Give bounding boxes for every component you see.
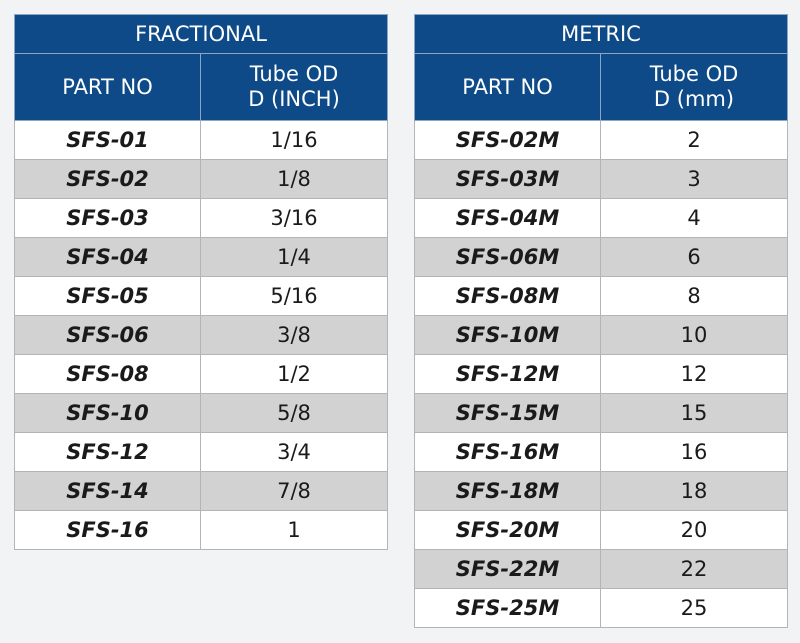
part-number: SFS-16M — [414, 432, 601, 472]
table-row: SFS-10 5/8 — [14, 393, 388, 433]
tube-od: 4 — [599, 198, 789, 238]
table-row: SFS-08M 8 — [414, 276, 789, 316]
table-row: SFS-04M 4 — [414, 198, 789, 238]
table-row: SFS-14 7/8 — [14, 471, 388, 511]
table-row: SFS-05 5/16 — [14, 276, 388, 316]
part-number: SFS-12M — [414, 354, 601, 394]
part-number: SFS-01 — [14, 120, 201, 160]
part-number: SFS-02 — [14, 159, 201, 199]
tube-od: 3/4 — [200, 432, 388, 472]
tube-od: 1 — [200, 510, 388, 550]
table-row: SFS-03M 3 — [414, 159, 789, 199]
part-number: SFS-10 — [14, 393, 201, 433]
part-number: SFS-14 — [14, 471, 201, 511]
table-row: SFS-22M 22 — [414, 549, 789, 589]
tube-od: 3/16 — [200, 198, 388, 238]
fractional-table: FRACTIONAL PART NO Tube OD D (INCH) SFS-0… — [14, 14, 388, 550]
table-row: SFS-16 1 — [14, 510, 388, 550]
part-number: SFS-20M — [414, 510, 601, 550]
table-row: SFS-15M 15 — [414, 393, 789, 433]
part-number: SFS-10M — [414, 315, 601, 355]
part-number: SFS-25M — [414, 588, 601, 628]
part-number: SFS-16 — [14, 510, 201, 550]
tube-od: 22 — [599, 549, 789, 589]
header-tube-od: Tube OD D (INCH) — [200, 53, 388, 121]
metric-table: METRIC PART NO Tube OD D (mm) SFS-02M 2 SFS… — [413, 14, 789, 628]
header-tube-od-line1: Tube OD — [249, 62, 339, 86]
part-number: SFS-22M — [414, 549, 601, 589]
part-number: SFS-06 — [14, 315, 201, 355]
tube-od: 15 — [599, 393, 789, 433]
tube-od: 1/4 — [200, 237, 388, 277]
table-title: FRACTIONAL — [14, 14, 388, 54]
table-row: SFS-08 1/2 — [14, 354, 388, 394]
part-number: SFS-04M — [414, 198, 601, 238]
table-row: SFS-12 3/4 — [14, 432, 388, 472]
tube-od: 12 — [599, 354, 789, 394]
tube-od: 16 — [599, 432, 789, 472]
tube-od: 6 — [599, 237, 789, 277]
tube-od: 1/2 — [200, 354, 388, 394]
table-row: SFS-16M 16 — [414, 432, 789, 472]
table-row: SFS-20M 20 — [414, 510, 789, 550]
table-row: SFS-02M 2 — [414, 120, 789, 160]
part-number: SFS-03M — [414, 159, 601, 199]
part-number: SFS-12 — [14, 432, 201, 472]
part-number: SFS-08 — [14, 354, 201, 394]
table-title: METRIC — [413, 14, 789, 54]
tube-od: 5/16 — [200, 276, 388, 316]
tube-od: 1/16 — [200, 120, 388, 160]
table-row: SFS-10M 10 — [414, 315, 789, 355]
table-row: SFS-06M 6 — [414, 237, 789, 277]
part-number: SFS-08M — [414, 276, 601, 316]
tube-od: 18 — [599, 471, 789, 511]
header-tube-od-line1: Tube OD — [649, 62, 739, 86]
header-tube-od-line2: D (mm) — [653, 87, 735, 111]
part-number: SFS-15M — [414, 393, 601, 433]
table-row: SFS-06 3/8 — [14, 315, 388, 355]
part-number: SFS-06M — [414, 237, 601, 277]
tube-od: 25 — [599, 588, 789, 628]
tube-od: 5/8 — [200, 393, 388, 433]
tube-od: 10 — [599, 315, 789, 355]
header-tube-od-line2: D (INCH) — [248, 87, 340, 111]
tube-od: 7/8 — [200, 471, 388, 511]
table-row: SFS-04 1/4 — [14, 237, 388, 277]
part-number: SFS-02M — [414, 120, 601, 160]
tube-od: 2 — [599, 120, 789, 160]
tube-od: 8 — [599, 276, 789, 316]
tube-od: 1/8 — [200, 159, 388, 199]
table-row: SFS-03 3/16 — [14, 198, 388, 238]
header-part-no: PART NO — [14, 53, 201, 121]
table-row: SFS-25M 25 — [414, 588, 789, 628]
tube-od: 20 — [599, 510, 789, 550]
table-row: SFS-12M 12 — [414, 354, 789, 394]
part-number: SFS-05 — [14, 276, 201, 316]
part-number: SFS-04 — [14, 237, 201, 277]
part-number: SFS-03 — [14, 198, 201, 238]
part-number: SFS-18M — [414, 471, 601, 511]
header-part-no: PART NO — [414, 53, 601, 121]
table-row: SFS-01 1/16 — [14, 120, 388, 160]
tube-od: 3 — [599, 159, 789, 199]
table-row: SFS-18M 18 — [414, 471, 789, 511]
table-row: SFS-02 1/8 — [14, 159, 388, 199]
tube-od: 3/8 — [200, 315, 388, 355]
header-tube-od: Tube OD D (mm) — [599, 53, 789, 121]
